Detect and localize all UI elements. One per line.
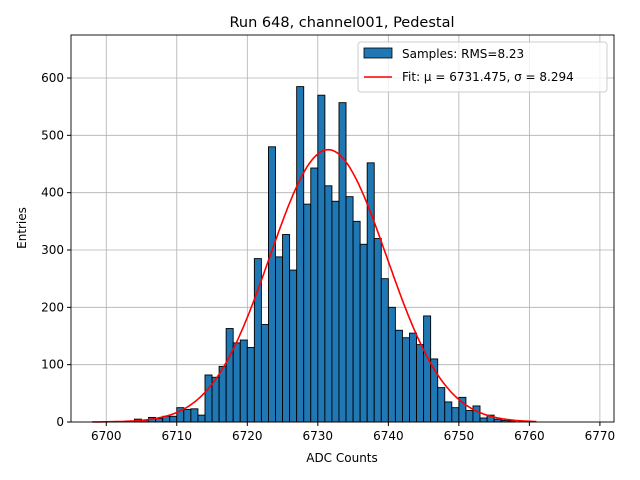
histogram-bar bbox=[345, 196, 354, 423]
histogram-bar bbox=[282, 234, 291, 423]
x-axis-label: ADC Counts bbox=[306, 451, 378, 465]
legend-label-fit: Fit: μ = 6731.475, σ = 8.294 bbox=[402, 70, 574, 84]
y-tick-label: 500 bbox=[41, 128, 64, 142]
x-tick-label: 6760 bbox=[514, 429, 545, 443]
histogram-bar bbox=[275, 256, 284, 423]
histogram-bar bbox=[260, 324, 269, 423]
histogram-bar bbox=[204, 374, 213, 423]
x-tick-label: 6740 bbox=[373, 429, 404, 443]
x-tick-label: 6730 bbox=[303, 429, 334, 443]
histogram-bar bbox=[380, 278, 389, 423]
y-tick-label: 200 bbox=[41, 300, 64, 314]
y-tick-label: 600 bbox=[41, 71, 64, 85]
y-tick-label: 300 bbox=[41, 243, 64, 257]
y-axis-label: Entries bbox=[15, 207, 29, 249]
x-tick-label: 6770 bbox=[585, 429, 616, 443]
histogram-bar bbox=[239, 339, 248, 423]
histogram-bar bbox=[366, 162, 375, 423]
histogram-bar bbox=[423, 315, 432, 423]
histogram-bar bbox=[296, 86, 305, 423]
histogram-bar bbox=[197, 414, 206, 423]
histogram-bar bbox=[465, 410, 474, 423]
fit-curve bbox=[92, 148, 537, 423]
x-tick-label: 6720 bbox=[232, 429, 263, 443]
legend-swatch-samples bbox=[363, 47, 393, 59]
histogram-bar bbox=[387, 306, 396, 423]
y-tick-label: 0 bbox=[56, 415, 64, 429]
histogram-bar bbox=[331, 200, 340, 423]
histogram-bar bbox=[437, 387, 446, 423]
histogram-bar bbox=[289, 269, 298, 423]
histogram-bar bbox=[268, 146, 276, 423]
histogram-bar bbox=[409, 332, 417, 423]
histogram-bar bbox=[218, 365, 227, 423]
histogram-bar bbox=[190, 408, 199, 423]
histogram-bar bbox=[479, 417, 488, 423]
chart-title: Run 648, channel001, Pedestal bbox=[229, 15, 454, 31]
histogram-bar bbox=[169, 415, 178, 423]
histogram-bar bbox=[338, 102, 347, 423]
histogram-bar bbox=[444, 401, 453, 423]
histogram-bar bbox=[373, 238, 382, 423]
histogram-bar bbox=[324, 185, 333, 423]
histogram-bar bbox=[317, 94, 326, 423]
histogram-bar bbox=[303, 203, 312, 423]
histogram-bar bbox=[451, 407, 460, 423]
histogram-bar bbox=[416, 344, 425, 423]
y-tick-label: 100 bbox=[41, 358, 64, 372]
histogram-bar bbox=[183, 408, 192, 423]
histogram-bar bbox=[246, 347, 255, 423]
legend-label-samples: Samples: RMS=8.23 bbox=[402, 47, 524, 61]
legend: Samples: RMS=8.23 Fit: μ = 6731.475, σ =… bbox=[357, 41, 608, 93]
x-tick-label: 6700 bbox=[91, 429, 122, 443]
ticks: 6700 6710 6720 6730 6740 6750 6760 6770 0 100 200 3… bbox=[41, 71, 615, 443]
histogram-bar bbox=[232, 342, 241, 423]
bars bbox=[134, 86, 516, 423]
y-tick-label: 400 bbox=[41, 186, 64, 200]
x-tick-label: 6750 bbox=[444, 429, 475, 443]
histogram-bar bbox=[472, 405, 481, 423]
histogram-bar bbox=[359, 243, 368, 423]
histogram-bar bbox=[401, 337, 410, 423]
histogram-bar bbox=[310, 167, 319, 423]
histogram-bar bbox=[352, 220, 361, 423]
x-tick-label: 6710 bbox=[162, 429, 193, 443]
histogram-bar bbox=[394, 329, 403, 423]
histogram-bar bbox=[225, 328, 234, 423]
plot-frame bbox=[70, 34, 615, 423]
